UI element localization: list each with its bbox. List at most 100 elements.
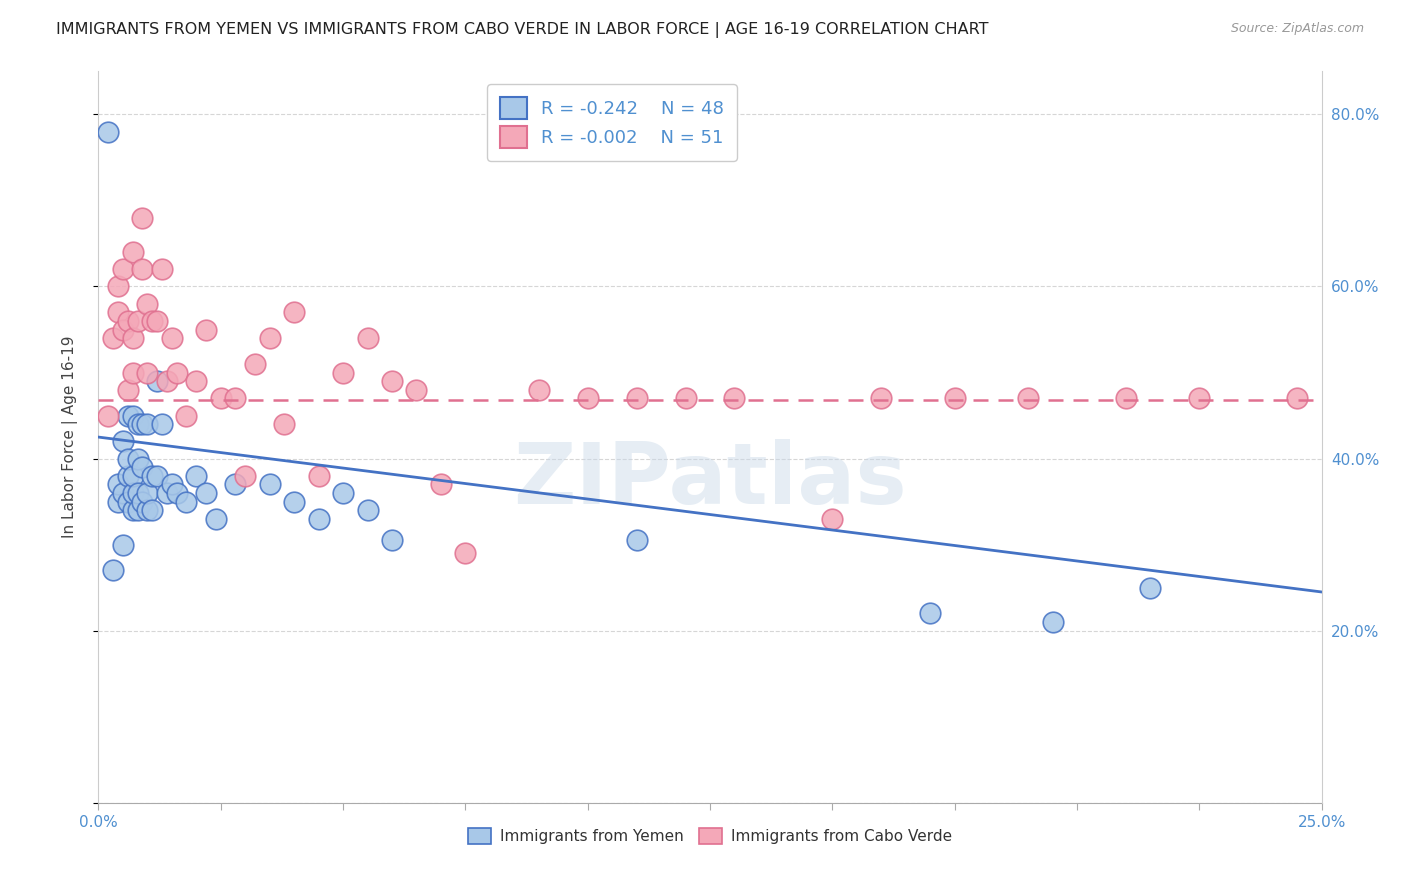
Point — [121, 331, 143, 345]
Point — [233, 468, 256, 483]
Y-axis label: In Labor Force | Age 16-19: In Labor Force | Age 16-19 — [62, 335, 77, 539]
Point — [117, 468, 139, 483]
Point — [141, 468, 163, 483]
Point — [111, 434, 134, 449]
Point — [1042, 615, 1064, 629]
Point — [107, 494, 129, 508]
Point — [117, 494, 139, 508]
Point — [121, 486, 143, 500]
Point — [186, 374, 208, 388]
Point — [381, 533, 404, 548]
Point — [127, 417, 149, 432]
Point — [101, 331, 124, 345]
Point — [127, 486, 149, 500]
Text: Source: ZipAtlas.com: Source: ZipAtlas.com — [1230, 22, 1364, 36]
Point — [156, 486, 179, 500]
Point — [259, 331, 281, 345]
Point — [121, 468, 143, 483]
Point — [121, 409, 143, 423]
Point — [131, 417, 153, 432]
Point — [166, 486, 188, 500]
Point — [131, 262, 153, 277]
Point — [870, 392, 893, 406]
Point — [141, 503, 163, 517]
Point — [146, 374, 169, 388]
Point — [675, 392, 697, 406]
Point — [107, 305, 129, 319]
Point — [195, 486, 218, 500]
Point — [160, 477, 183, 491]
Point — [121, 245, 143, 260]
Point — [430, 477, 453, 491]
Point — [146, 468, 169, 483]
Point — [626, 392, 648, 406]
Point — [356, 331, 378, 345]
Point — [156, 374, 179, 388]
Point — [243, 357, 266, 371]
Point — [121, 366, 143, 380]
Point — [381, 374, 404, 388]
Point — [111, 322, 134, 336]
Legend: Immigrants from Yemen, Immigrants from Cabo Verde: Immigrants from Yemen, Immigrants from C… — [461, 822, 959, 850]
Point — [121, 503, 143, 517]
Point — [821, 512, 844, 526]
Point — [283, 305, 305, 319]
Point — [97, 409, 120, 423]
Point — [454, 546, 477, 560]
Point — [1188, 392, 1211, 406]
Point — [273, 417, 295, 432]
Point — [127, 503, 149, 517]
Point — [146, 314, 169, 328]
Point — [136, 486, 159, 500]
Point — [117, 314, 139, 328]
Point — [141, 314, 163, 328]
Point — [127, 314, 149, 328]
Point — [136, 366, 159, 380]
Point — [111, 538, 134, 552]
Point — [405, 383, 427, 397]
Point — [160, 331, 183, 345]
Point — [117, 409, 139, 423]
Point — [97, 125, 120, 139]
Point — [111, 262, 134, 277]
Point — [131, 211, 153, 225]
Point — [626, 533, 648, 548]
Point — [576, 392, 599, 406]
Point — [1017, 392, 1039, 406]
Point — [224, 392, 246, 406]
Point — [117, 383, 139, 397]
Point — [259, 477, 281, 491]
Point — [356, 503, 378, 517]
Point — [117, 451, 139, 466]
Point — [127, 451, 149, 466]
Point — [723, 392, 745, 406]
Point — [107, 279, 129, 293]
Point — [136, 503, 159, 517]
Text: IMMIGRANTS FROM YEMEN VS IMMIGRANTS FROM CABO VERDE IN LABOR FORCE | AGE 16-19 C: IMMIGRANTS FROM YEMEN VS IMMIGRANTS FROM… — [56, 22, 988, 38]
Point — [527, 383, 550, 397]
Point — [101, 564, 124, 578]
Point — [131, 460, 153, 475]
Point — [136, 296, 159, 310]
Point — [308, 468, 330, 483]
Point — [332, 486, 354, 500]
Point — [1286, 392, 1309, 406]
Point — [136, 417, 159, 432]
Text: ZIPatlas: ZIPatlas — [513, 440, 907, 523]
Point — [150, 262, 173, 277]
Point — [107, 477, 129, 491]
Point — [283, 494, 305, 508]
Point — [131, 494, 153, 508]
Point — [195, 322, 218, 336]
Point — [920, 607, 942, 621]
Point — [186, 468, 208, 483]
Point — [209, 392, 232, 406]
Point — [943, 392, 966, 406]
Point — [332, 366, 354, 380]
Point — [150, 417, 173, 432]
Point — [176, 409, 198, 423]
Point — [1139, 581, 1161, 595]
Point — [111, 486, 134, 500]
Point — [166, 366, 188, 380]
Point — [176, 494, 198, 508]
